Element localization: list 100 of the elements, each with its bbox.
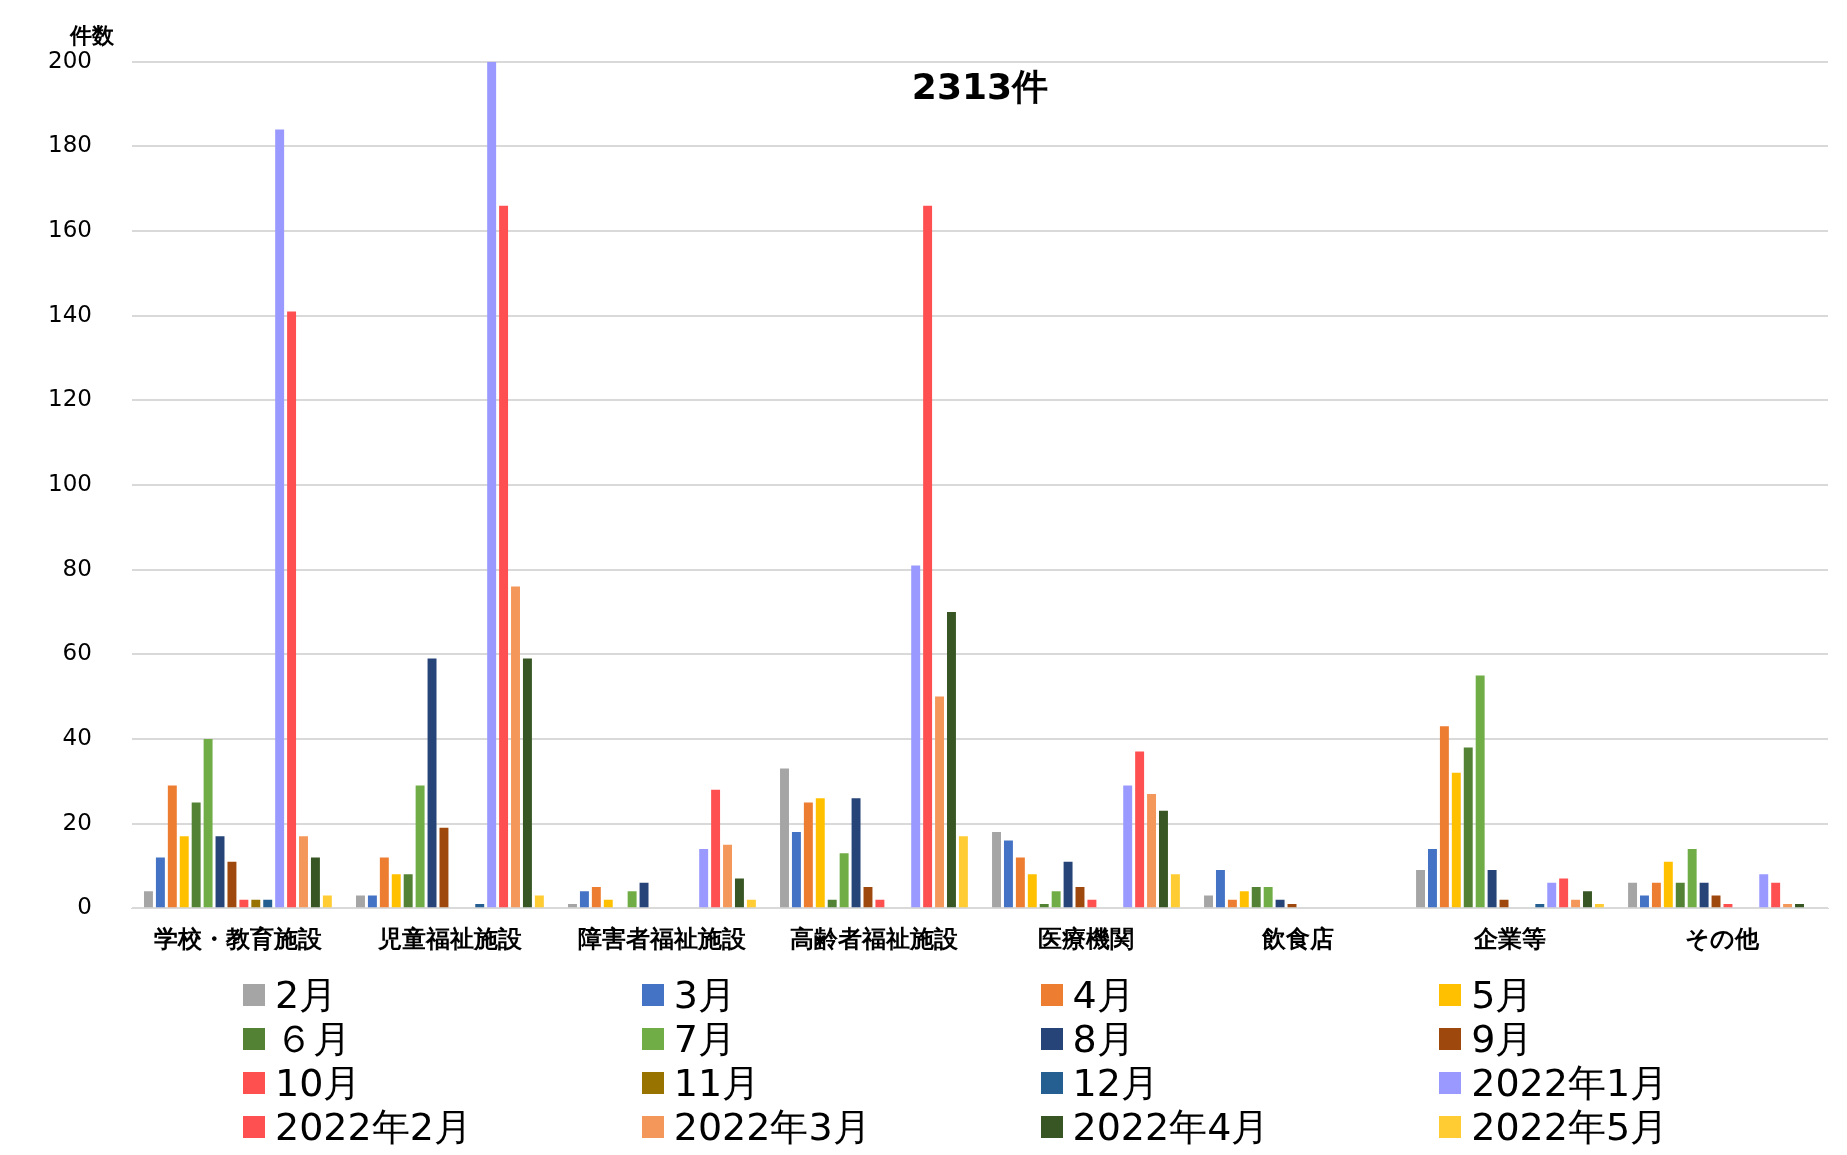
bar (875, 899, 885, 908)
bar (946, 611, 956, 908)
bar (1039, 903, 1049, 908)
bar (1227, 899, 1237, 908)
chart-title: 2313件 (911, 66, 1049, 108)
bar (511, 586, 520, 908)
y-tick-label: 20 (62, 808, 92, 835)
bar (356, 895, 365, 908)
bar (803, 802, 813, 908)
bar (1027, 874, 1037, 908)
bar (1571, 899, 1581, 908)
bar (791, 832, 801, 908)
bar (403, 874, 413, 908)
y-tick-label: 200 (47, 46, 92, 73)
bar (699, 848, 709, 908)
bar (1135, 751, 1145, 908)
bar (1147, 793, 1157, 908)
bar (1463, 747, 1473, 908)
bar (1063, 861, 1073, 908)
bar (1416, 870, 1426, 908)
bar (415, 785, 425, 908)
bar (534, 895, 544, 908)
bar (1594, 903, 1604, 908)
bar (723, 844, 732, 908)
bar (1663, 861, 1673, 908)
bar (1771, 882, 1781, 908)
x-tick-label: 医療機関 (1037, 924, 1134, 953)
bar (1795, 903, 1804, 908)
bar (851, 798, 861, 908)
bar (275, 129, 285, 908)
bar (780, 768, 789, 908)
bar (299, 836, 308, 908)
bar (746, 899, 756, 908)
y-tick-label: 0 (77, 893, 92, 920)
bar (1215, 870, 1225, 908)
x-tick-label: 企業等 (1472, 924, 1546, 953)
bar (155, 857, 165, 908)
bar (591, 887, 601, 908)
y-tick-label: 80 (62, 554, 92, 581)
bar (1439, 726, 1449, 908)
x-tick-label: 学校・教育施設 (153, 924, 323, 953)
bar (1628, 882, 1638, 908)
y-tick-label: 180 (47, 131, 92, 158)
bar (239, 899, 249, 908)
bar (1451, 772, 1461, 908)
bar (143, 891, 153, 908)
bar (1759, 874, 1769, 908)
bar (1051, 891, 1061, 908)
bar (322, 895, 332, 908)
x-tick-label: 飲食店 (1260, 924, 1334, 953)
bar (1263, 887, 1273, 908)
bar (1535, 903, 1545, 908)
bar (1651, 882, 1661, 908)
bar (1687, 848, 1697, 908)
bar (1170, 874, 1180, 908)
y-tick-label: 100 (47, 469, 92, 496)
bar (1783, 903, 1793, 908)
y-tick-label: 60 (62, 639, 92, 666)
bar (439, 827, 449, 908)
bar (427, 658, 437, 908)
y-axis-title: 件数 (68, 22, 115, 48)
bar (263, 899, 273, 908)
y-tick-label: 40 (62, 723, 92, 750)
bar (203, 738, 213, 908)
y-tick-label: 160 (47, 216, 92, 243)
bar (1087, 899, 1097, 908)
bar (1711, 895, 1721, 908)
x-tick-label: 障害者福祉施設 (577, 924, 747, 953)
bar (1239, 891, 1249, 908)
bar (1675, 882, 1685, 908)
x-tick-label: その他 (1684, 924, 1760, 953)
bar (1251, 887, 1261, 908)
bar (1427, 848, 1437, 908)
bar (367, 895, 377, 908)
bar (1123, 785, 1133, 908)
bar (227, 861, 237, 908)
bar (522, 658, 532, 908)
bar (1699, 882, 1709, 908)
bar (1559, 878, 1569, 908)
bar (1723, 903, 1733, 908)
bar (827, 899, 837, 908)
bar (639, 882, 649, 908)
bar (992, 832, 1001, 908)
y-tick-label: 120 (47, 385, 92, 412)
bar (1640, 895, 1649, 908)
bar (379, 857, 389, 908)
bar (487, 61, 497, 908)
bar (1204, 895, 1213, 908)
bar (1159, 810, 1168, 908)
bar (734, 878, 744, 908)
bar (815, 798, 825, 908)
bar (1475, 675, 1485, 908)
bar (627, 891, 637, 908)
bar (958, 836, 968, 908)
bar (391, 874, 401, 908)
bar (287, 311, 297, 908)
bar (579, 891, 589, 908)
bar (191, 802, 201, 908)
bar (475, 903, 485, 908)
bar (167, 785, 177, 908)
